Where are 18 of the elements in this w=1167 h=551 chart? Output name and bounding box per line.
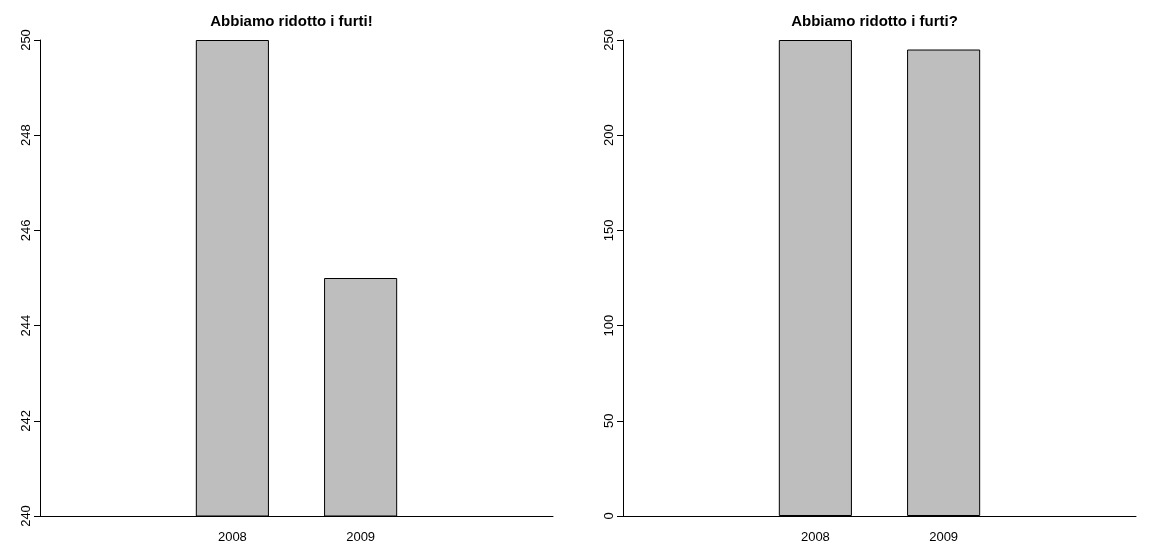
y-tick-label: 100 — [601, 314, 616, 337]
chart-title: Abbiamo ridotto i furti? — [791, 12, 958, 29]
y-tick-label: 250 — [18, 29, 33, 51]
y-tick-label: 244 — [18, 314, 33, 337]
x-tick-label: 2008 — [217, 529, 247, 544]
y-tick-label: 200 — [601, 124, 616, 147]
y-tick-label: 250 — [601, 29, 616, 51]
y-tick-label: 50 — [601, 413, 616, 429]
y-tick-label: 248 — [18, 124, 33, 147]
x-tick-label: 2009 — [929, 529, 959, 544]
x-tick-label: 2009 — [346, 529, 376, 544]
y-tick-label: 0 — [601, 512, 616, 520]
y-tick-label: 242 — [18, 409, 33, 432]
y-tick-label: 240 — [18, 505, 33, 527]
chart-title: Abbiamo ridotto i furti! — [210, 12, 373, 29]
x-tick-label: 2008 — [800, 529, 830, 544]
y-tick-label: 150 — [601, 219, 616, 242]
y-tick-label: 246 — [18, 219, 33, 242]
